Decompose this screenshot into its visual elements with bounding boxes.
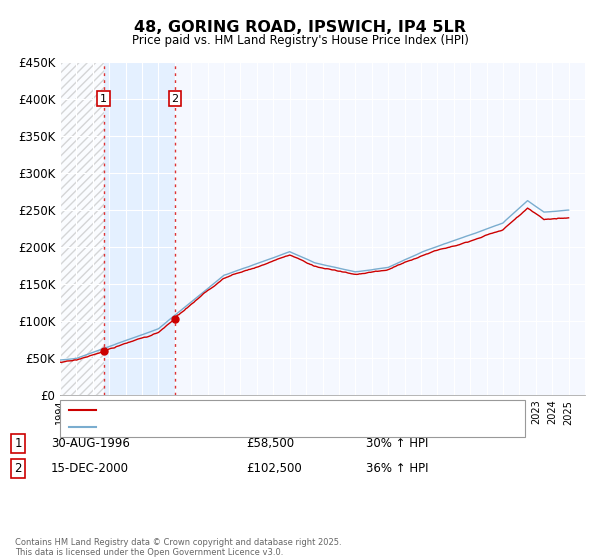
Bar — [104, 62, 175, 395]
Text: £58,500: £58,500 — [246, 437, 294, 450]
Text: Price paid vs. HM Land Registry's House Price Index (HPI): Price paid vs. HM Land Registry's House … — [131, 34, 469, 46]
Text: 15-DEC-2000: 15-DEC-2000 — [51, 462, 129, 475]
Text: 30% ↑ HPI: 30% ↑ HPI — [366, 437, 428, 450]
Text: HPI: Average price, semi-detached house, Ipswich: HPI: Average price, semi-detached house,… — [100, 422, 361, 432]
Text: 2: 2 — [171, 94, 178, 104]
Text: 2: 2 — [14, 462, 22, 475]
Text: 1: 1 — [100, 94, 107, 104]
Text: Contains HM Land Registry data © Crown copyright and database right 2025.
This d: Contains HM Land Registry data © Crown c… — [15, 538, 341, 557]
Text: 48, GORING ROAD, IPSWICH, IP4 5LR: 48, GORING ROAD, IPSWICH, IP4 5LR — [134, 20, 466, 35]
Text: 36% ↑ HPI: 36% ↑ HPI — [366, 462, 428, 475]
Text: 1: 1 — [14, 437, 22, 450]
Text: 30-AUG-1996: 30-AUG-1996 — [51, 437, 130, 450]
Text: 48, GORING ROAD, IPSWICH, IP4 5LR (semi-detached house): 48, GORING ROAD, IPSWICH, IP4 5LR (semi-… — [100, 405, 416, 416]
Bar — [60, 62, 104, 395]
Text: £102,500: £102,500 — [246, 462, 302, 475]
